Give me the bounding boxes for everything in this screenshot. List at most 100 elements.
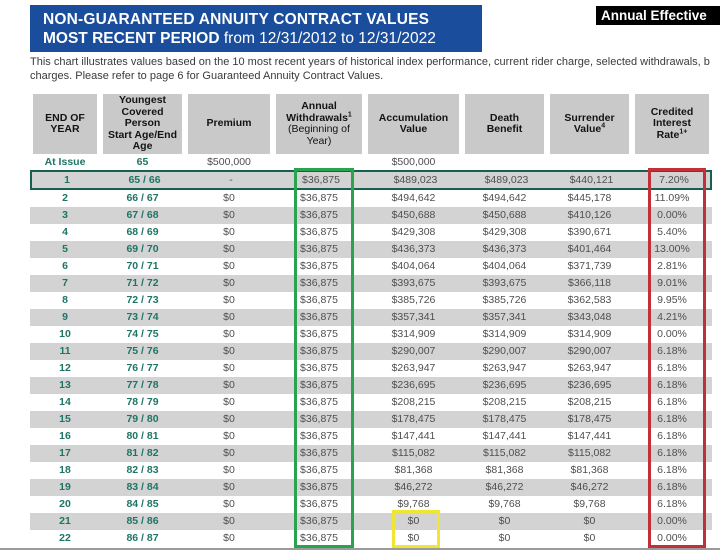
cell-end-of-year: 14 xyxy=(59,396,71,408)
cell-withdrawals: $36,875 xyxy=(300,311,338,323)
cell-withdrawals: $36,875 xyxy=(300,498,338,510)
cell-age: 73 / 74 xyxy=(126,311,159,323)
cell-surrender: $366,118 xyxy=(567,277,611,289)
cell-accumulation: $0 xyxy=(407,515,420,527)
cell-surrender: $401,464 xyxy=(567,243,612,255)
cell-accumulation: $357,341 xyxy=(391,311,436,323)
cell-surrender: $371,739 xyxy=(567,260,612,272)
cell-premium: $0 xyxy=(223,464,235,476)
cell-accumulation: $314,909 xyxy=(391,328,436,340)
header-label: Death xyxy=(489,111,520,124)
cell-end-of-year: 16 xyxy=(59,430,71,442)
cell-premium: $0 xyxy=(223,226,235,238)
cell-age: 72 / 73 xyxy=(126,294,159,306)
table-row-year-22: 22 86 / 87 $0 $36,875 $0 $0 $0 0.00% xyxy=(30,530,712,547)
cell-end-of-year: 5 xyxy=(62,243,68,255)
cell-age: 66 / 67 xyxy=(126,192,159,204)
cell-accumulation: $178,475 xyxy=(391,413,436,425)
cell-accumulation: $489,023 xyxy=(393,174,438,186)
cell-end-of-year: 8 xyxy=(62,294,68,306)
cell-withdrawals: $36,875 xyxy=(300,413,338,425)
cell-end-of-year: 12 xyxy=(59,362,71,374)
cell-accumulation: $494,642 xyxy=(391,192,436,204)
cell-end-of-year: 15 xyxy=(59,413,71,425)
cell-credited-rate: 6.18% xyxy=(657,447,687,459)
header-label: Benefit xyxy=(486,123,523,135)
cell-end-of-year: 17 xyxy=(59,447,71,459)
cell-age: 79 / 80 xyxy=(126,413,159,425)
cell-credited-rate: 7.20% xyxy=(659,174,689,186)
footnote-marker: 1+ xyxy=(679,128,688,136)
cell-credited-rate: 0.00% xyxy=(657,328,687,340)
at-issue-cell-credited-rate xyxy=(632,155,712,170)
description-line-1: This chart illustrates values based on t… xyxy=(30,56,710,68)
table-row-year-12: 12 76 / 77 $0 $36,875 $263,947 $263,947 $263,9… xyxy=(30,360,712,377)
cell-credited-rate: 9.01% xyxy=(657,277,687,289)
cell-end-of-year: 3 xyxy=(62,209,68,221)
header-label: Surrender xyxy=(564,111,615,124)
at-issue-cell-age: 65 xyxy=(136,156,149,168)
cell-withdrawals: $36,875 xyxy=(300,379,338,391)
table-row-year-21: 21 85 / 86 $0 $36,875 $0 $0 $0 0.00% xyxy=(30,513,712,530)
cell-credited-rate: 4.21% xyxy=(657,311,687,323)
header-sublabel: (Beginning of xyxy=(288,123,350,135)
column-header-accumulation: Accumulation Value xyxy=(368,94,459,154)
table-row-year-10: 10 74 / 75 $0 $36,875 $314,909 $314,909 $314,9… xyxy=(30,326,712,343)
cell-age: 78 / 79 xyxy=(126,396,159,408)
cell-death-benefit: $357,341 xyxy=(482,311,527,323)
cell-credited-rate: 6.18% xyxy=(657,396,687,408)
table-body: 1 65 / 66 - $36,875 $489,023 $489,023 $440,121… xyxy=(30,170,712,547)
cell-surrender: $263,947 xyxy=(567,362,612,374)
cell-credited-rate: 6.18% xyxy=(657,464,687,476)
cell-surrender: $0 xyxy=(583,515,596,527)
column-header-death-benefit: Death Benefit xyxy=(465,94,544,154)
cell-accumulation: $81,368 xyxy=(394,464,433,476)
cell-surrender: $178,475 xyxy=(567,413,612,425)
at-issue-cell-death-benefit xyxy=(462,155,547,170)
cell-credited-rate: 0.00% xyxy=(657,532,687,544)
column-header-surrender: Surrender Value4 xyxy=(550,94,629,154)
cell-accumulation: $46,272 xyxy=(394,481,433,493)
cell-surrender: $362,583 xyxy=(567,294,612,306)
cell-death-benefit: $385,726 xyxy=(482,294,527,306)
column-header-end-of-year: END OF YEAR xyxy=(33,94,97,154)
table-row-year-20: 20 84 / 85 $0 $36,875 $9,768 $9,768 $9,768 6.18… xyxy=(30,496,712,513)
cell-credited-rate: 0.00% xyxy=(657,209,687,221)
cell-end-of-year: 10 xyxy=(59,328,71,340)
cell-accumulation: $236,695 xyxy=(391,379,436,391)
cell-credited-rate: 11.09% xyxy=(654,192,690,204)
cell-death-benefit: $429,308 xyxy=(482,226,527,238)
cell-accumulation: $290,007 xyxy=(391,345,436,357)
column-header-withdrawals: Annual Withdrawals1 (Beginning of Year) xyxy=(276,94,362,154)
page-bottom-divider xyxy=(0,548,720,550)
cell-premium: - xyxy=(229,174,233,186)
table-row-year-2: 2 66 / 67 $0 $36,875 $494,642 $494,642 $445,17… xyxy=(30,190,712,207)
cell-credited-rate: 6.18% xyxy=(657,362,687,374)
cell-surrender: $440,121 xyxy=(569,174,614,186)
cell-end-of-year: 9 xyxy=(62,311,68,323)
cell-age: 75 / 76 xyxy=(126,345,159,357)
cell-end-of-year: 19 xyxy=(59,481,71,493)
header-sublabel: Year) xyxy=(306,134,332,147)
cell-end-of-year: 21 xyxy=(59,515,71,527)
cell-accumulation: $147,441 xyxy=(391,430,436,442)
header-label: Age xyxy=(132,140,153,153)
column-header-premium: Premium xyxy=(188,94,270,154)
cell-accumulation: $429,308 xyxy=(391,226,436,238)
table-row-year-8: 8 72 / 73 $0 $36,875 $385,726 $385,726 $362,58… xyxy=(30,292,712,309)
cell-accumulation: $393,675 xyxy=(391,277,436,289)
cell-withdrawals: $36,875 xyxy=(300,226,338,238)
cell-withdrawals: $36,875 xyxy=(300,328,338,340)
cell-age: 74 / 75 xyxy=(126,328,159,340)
cell-accumulation: $263,947 xyxy=(391,362,436,374)
cell-death-benefit: $393,675 xyxy=(482,277,527,289)
cell-death-benefit: $489,023 xyxy=(484,174,529,186)
table-row-year-6: 6 70 / 71 $0 $36,875 $404,064 $404,064 $371,73… xyxy=(30,258,712,275)
cell-death-benefit: $236,695 xyxy=(482,379,527,391)
cell-age: 70 / 71 xyxy=(126,260,159,272)
cell-credited-rate: 9.95% xyxy=(657,294,687,306)
cell-credited-rate: 2.81% xyxy=(657,260,687,272)
table-row-year-19: 19 83 / 84 $0 $36,875 $46,272 $46,272 $46,272 6… xyxy=(30,479,712,496)
cell-withdrawals: $36,875 xyxy=(300,345,338,357)
subtitle-period: from 12/31/2012 to 12/31/2022 xyxy=(219,30,436,47)
